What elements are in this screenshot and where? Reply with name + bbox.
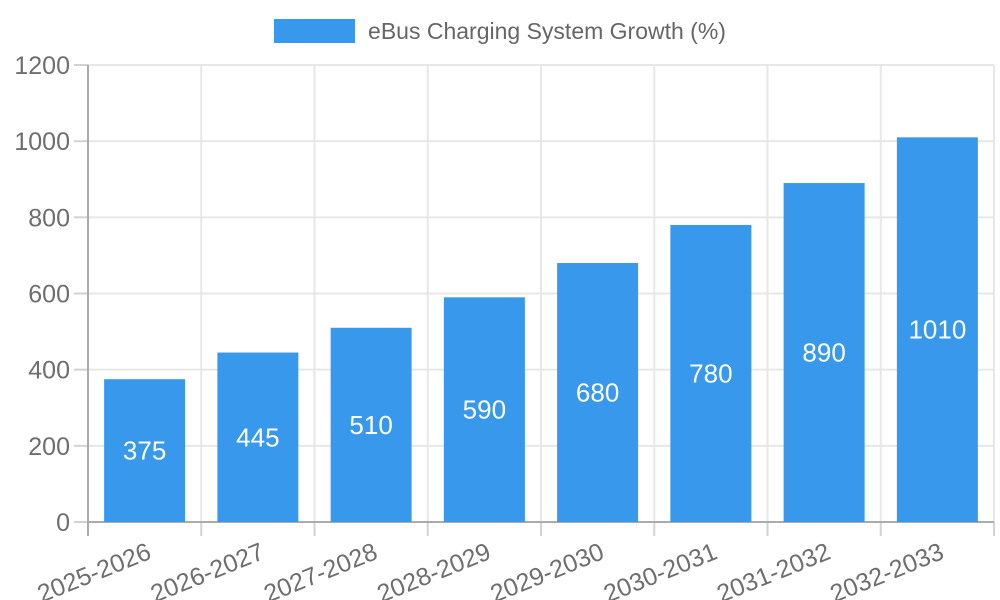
bar[interactable] <box>783 183 865 522</box>
x-category-label: 2028-2029 <box>373 538 494 600</box>
bar-value-label: 375 <box>123 436 166 466</box>
legend-label: eBus Charging System Growth (%) <box>368 18 726 44</box>
bar[interactable] <box>896 137 978 522</box>
bar-value-label: 680 <box>576 378 619 408</box>
bar[interactable] <box>443 297 525 522</box>
bar[interactable] <box>217 352 299 522</box>
legend[interactable]: eBus Charging System Growth (%) <box>0 17 1000 45</box>
x-category-label: 2029-2030 <box>487 538 608 600</box>
bar-value-label: 445 <box>236 422 279 452</box>
x-category-label: 2025-2026 <box>34 538 155 600</box>
x-category-label: 2031-2032 <box>713 538 834 600</box>
x-category-label: 2026-2027 <box>147 538 268 600</box>
bar-value-label: 1010 <box>908 315 966 345</box>
bar-value-label: 780 <box>689 358 732 388</box>
legend-swatch <box>274 19 356 43</box>
bar[interactable] <box>670 224 752 522</box>
bar-value-label: 590 <box>463 395 506 425</box>
bar-value-label: 510 <box>349 410 392 440</box>
y-tick-label: 0 <box>56 509 70 537</box>
y-tick-label: 600 <box>28 281 70 309</box>
bar[interactable] <box>104 379 186 522</box>
bar-value-label: 890 <box>802 338 845 368</box>
y-tick-label: 400 <box>28 357 70 385</box>
bar[interactable] <box>330 327 412 522</box>
y-tick-label: 1000 <box>14 128 70 156</box>
y-tick-label: 800 <box>28 204 70 232</box>
x-category-label: 2032-2033 <box>826 538 947 600</box>
bar[interactable] <box>557 263 639 522</box>
y-tick-label: 1200 <box>14 52 70 80</box>
x-category-label: 2027-2028 <box>260 538 381 600</box>
y-tick-label: 200 <box>28 433 70 461</box>
x-category-label: 2030-2031 <box>600 538 721 600</box>
